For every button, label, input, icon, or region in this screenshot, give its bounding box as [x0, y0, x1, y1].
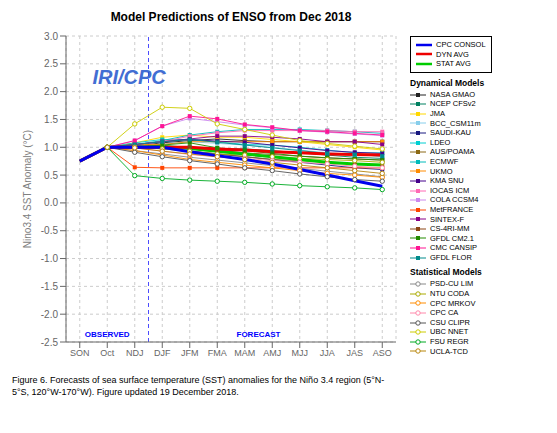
svg-text:MAM: MAM — [234, 348, 255, 358]
svg-text:FMA: FMA — [208, 348, 227, 358]
html-text:CMC CANSIP: CMC CANSIP — [430, 243, 478, 253]
html-text:CPC CA: CPC CA — [430, 308, 459, 318]
html-text:NCEP CFSv2: NCEP CFSv2 — [430, 99, 476, 109]
svg-text:-1.0: -1.0 — [41, 253, 59, 264]
html-text:KMA SNU: KMA SNU — [430, 176, 464, 186]
html-text:JMA: JMA — [430, 109, 445, 118]
svg-text:JJA: JJA — [320, 348, 335, 358]
html-text:Model Predictions of ENSO from: Model Predictions of ENSO from Dec 2018 — [110, 10, 352, 24]
html-text:COLA CCSM4: COLA CCSM4 — [430, 195, 479, 205]
svg-text:-0.5: -0.5 — [41, 225, 59, 236]
html-text:IOCAS ICM: IOCAS ICM — [430, 185, 470, 195]
html-text:IRI/CPC: IRI/CPC — [92, 66, 166, 88]
html-text:GFDL FLOR: GFDL FLOR — [430, 252, 472, 262]
html-text:SAUDI-KAU: SAUDI-KAU — [430, 128, 471, 138]
html-text:5°S, 120°W-170°W). Figure upda: 5°S, 120°W-170°W). Figure updated 19 Dec… — [12, 387, 239, 397]
svg-text:SON: SON — [70, 348, 90, 358]
html-text:NTU CODA: NTU CODA — [430, 289, 470, 299]
html-text:BCC_CSM11m: BCC_CSM11m — [430, 118, 481, 128]
svg-text:-2.0: -2.0 — [41, 309, 59, 320]
svg-text:0.5: 0.5 — [44, 170, 58, 181]
svg-text:JAS: JAS — [346, 348, 363, 358]
html-text:SINTEX-F: SINTEX-F — [430, 214, 465, 224]
html-text:UCLA-TCD: UCLA-TCD — [430, 346, 468, 356]
html-text:Dynamical Models: Dynamical Models — [410, 77, 485, 88]
html-text:FSU REGR: FSU REGR — [430, 337, 469, 346]
svg-text:MJJ: MJJ — [292, 348, 309, 358]
svg-text:1.5: 1.5 — [44, 114, 58, 125]
svg-text:FORECAST: FORECAST — [237, 330, 281, 339]
svg-text:-2.5: -2.5 — [41, 337, 59, 348]
svg-text:DJF: DJF — [154, 348, 171, 358]
html-text:CS-4RI-MM: CS-4RI-MM — [430, 224, 470, 234]
html-text:Statistical Models: Statistical Models — [410, 267, 482, 278]
svg-text:JFM: JFM — [181, 348, 199, 358]
svg-text:OBSERVED: OBSERVED — [85, 330, 130, 339]
html-text:PSD-CU LIM: PSD-CU LIM — [430, 279, 474, 289]
html-text:LDEO: LDEO — [430, 137, 451, 147]
svg-text:ASO: ASO — [373, 348, 392, 358]
svg-text:-1.5: -1.5 — [41, 281, 59, 292]
svg-text:AMJ: AMJ — [263, 348, 281, 358]
svg-text:NDJ: NDJ — [126, 348, 144, 358]
html-text:GFDL CM2.1: GFDL CM2.1 — [430, 233, 474, 243]
html-text:CPC CONSOL: CPC CONSOL — [436, 40, 486, 49]
svg-text:1.0: 1.0 — [44, 142, 58, 153]
svg-text:3.0: 3.0 — [44, 31, 58, 42]
html-text:MetFRANCE: MetFRANCE — [430, 204, 474, 214]
html-text:CPC MRKOV: CPC MRKOV — [430, 298, 476, 308]
html-text:STAT AVG: STAT AVG — [436, 59, 471, 69]
svg-text:2.5: 2.5 — [44, 58, 58, 69]
html-text:ECMWF: ECMWF — [430, 156, 459, 166]
html-text:UKMO: UKMO — [430, 166, 453, 176]
svg-text:Nino3.4 SST Anomaly (°C): Nino3.4 SST Anomaly (°C) — [22, 130, 33, 248]
html-text:Figure 6. Forecasts of sea sur: Figure 6. Forecasts of sea surface tempe… — [12, 375, 385, 385]
svg-text:0.0: 0.0 — [44, 197, 58, 208]
html-text:DYN AVG: DYN AVG — [436, 49, 469, 59]
svg-text:2.0: 2.0 — [44, 86, 58, 97]
html-text:UBC NNET: UBC NNET — [430, 327, 469, 337]
html-text:CSU CLIPR: CSU CLIPR — [430, 317, 470, 327]
html-text:AUS/POAMA: AUS/POAMA — [430, 147, 475, 157]
svg-text:Oct: Oct — [100, 348, 115, 358]
html-text:NASA GMAO: NASA GMAO — [430, 89, 475, 99]
